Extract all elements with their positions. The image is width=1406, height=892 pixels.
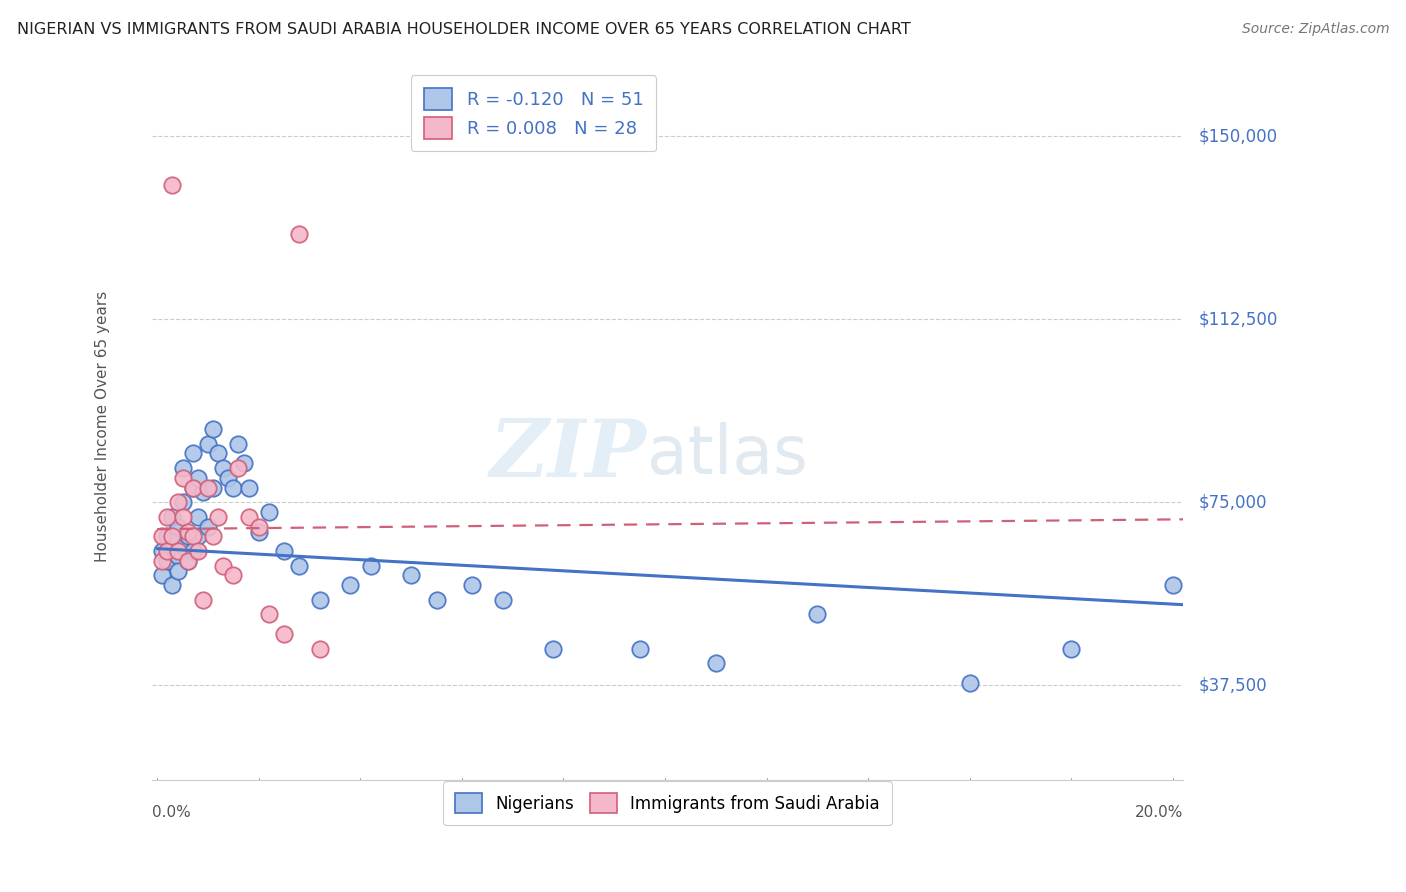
Point [308,641,330,656]
Point [187,544,209,558]
Text: 0.0%: 0.0% [152,805,191,820]
Point [202,529,225,543]
Point [181,446,204,460]
Point [628,641,651,656]
Point [232,456,254,470]
Point [176,529,198,543]
Point [150,568,173,582]
Point [543,641,565,656]
Text: $150,000: $150,000 [1198,128,1278,145]
Point [360,558,382,573]
Point [1060,641,1083,656]
Point [461,578,484,592]
Point [273,544,295,558]
Point [181,544,204,558]
Point [288,558,311,573]
Point [308,592,330,607]
Point [191,592,214,607]
Point [339,578,361,592]
Point [166,495,188,509]
Point [491,592,513,607]
Point [181,529,204,543]
Point [207,446,229,460]
Point [162,534,184,549]
Point [162,529,184,543]
Point [247,524,270,539]
Text: $75,000: $75,000 [1198,493,1267,511]
Text: $37,500: $37,500 [1198,676,1267,694]
Point [806,607,828,622]
Point [172,461,194,475]
Point [247,519,270,533]
Point [166,519,188,533]
Point [202,422,225,436]
Point [704,657,727,671]
Text: NIGERIAN VS IMMIGRANTS FROM SAUDI ARABIA HOUSEHOLDER INCOME OVER 65 YEARS CORREL: NIGERIAN VS IMMIGRANTS FROM SAUDI ARABIA… [17,22,911,37]
Point [172,539,194,553]
Point [181,481,204,495]
Point [166,544,188,558]
Point [172,509,194,524]
Point [212,461,235,475]
Point [162,578,184,592]
Point [222,568,245,582]
Point [197,519,219,533]
Text: $112,500: $112,500 [1198,310,1278,328]
Point [156,544,179,558]
Point [166,549,188,563]
Point [212,558,235,573]
Point [197,436,219,450]
Point [197,481,219,495]
Point [959,675,981,690]
Point [191,485,214,500]
Point [288,227,311,241]
Point [1161,578,1184,592]
Point [162,178,184,193]
Text: ZIP: ZIP [491,417,647,493]
Point [172,471,194,485]
Point [425,592,447,607]
Point [207,509,229,524]
Point [187,529,209,543]
Point [222,481,245,495]
Point [228,461,250,475]
Point [257,607,280,622]
Point [172,495,194,509]
Point [187,471,209,485]
Point [257,505,280,519]
Point [228,436,250,450]
Point [150,544,173,558]
Point [399,568,422,582]
Text: 20.0%: 20.0% [1135,805,1182,820]
Point [156,509,179,524]
Text: Source: ZipAtlas.com: Source: ZipAtlas.com [1241,22,1389,37]
Point [176,554,198,568]
Point [181,481,204,495]
Legend: Nigerians, Immigrants from Saudi Arabia: Nigerians, Immigrants from Saudi Arabia [443,781,891,825]
Point [238,481,260,495]
Point [176,524,198,539]
Text: Householder Income Over 65 years: Householder Income Over 65 years [96,291,110,562]
Point [150,554,173,568]
Point [187,509,209,524]
Point [273,627,295,641]
Point [150,529,173,543]
Point [166,564,188,578]
Point [202,481,225,495]
Point [238,509,260,524]
Point [217,471,239,485]
Point [156,554,179,568]
Point [156,529,179,543]
Text: atlas: atlas [647,422,808,488]
Point [162,509,184,524]
Point [176,554,198,568]
